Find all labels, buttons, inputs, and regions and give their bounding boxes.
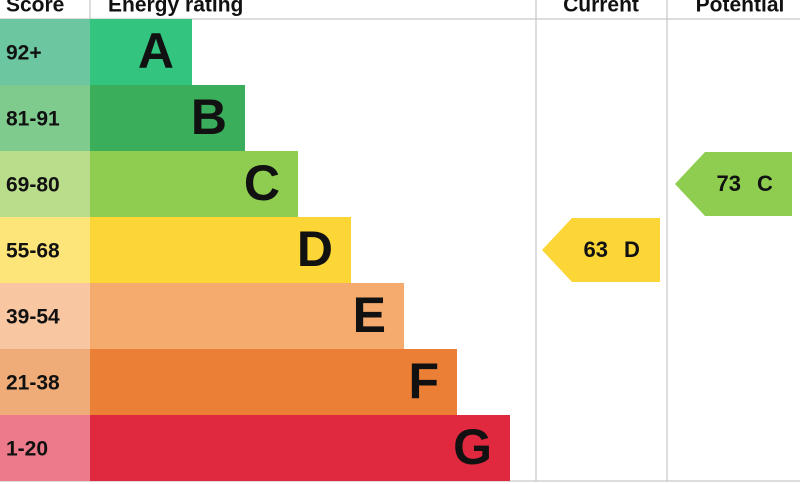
score-cell bbox=[0, 217, 90, 283]
current-arrow bbox=[542, 218, 660, 282]
score-label: 69-80 bbox=[6, 174, 60, 197]
score-cell bbox=[0, 283, 90, 349]
band-letter: C bbox=[244, 155, 280, 211]
band-letter: D bbox=[297, 221, 333, 277]
score-cell bbox=[0, 85, 90, 151]
band-letter: G bbox=[453, 419, 492, 475]
band-bar bbox=[90, 19, 192, 85]
potential-value: 73 bbox=[717, 171, 741, 196]
current-value: 63 bbox=[584, 237, 608, 262]
band-bar bbox=[90, 217, 351, 283]
score-cell bbox=[0, 349, 90, 415]
score-label: 1-20 bbox=[6, 438, 48, 461]
score-label: 39-54 bbox=[6, 306, 60, 329]
score-label: 21-38 bbox=[6, 372, 60, 395]
potential-band: C bbox=[757, 171, 773, 196]
score-label: 55-68 bbox=[6, 240, 60, 263]
band-letter: A bbox=[138, 23, 174, 79]
band-letter: E bbox=[353, 287, 386, 343]
score-header: Score bbox=[6, 0, 64, 17]
band-bar bbox=[90, 151, 298, 217]
rating-header: Energy rating bbox=[108, 0, 243, 17]
current-header: Current bbox=[563, 0, 639, 17]
potential-header: Potential bbox=[696, 0, 785, 17]
band-bar bbox=[90, 415, 510, 481]
score-cell bbox=[0, 19, 90, 85]
score-label: 92+ bbox=[6, 42, 42, 65]
band-bar bbox=[90, 283, 404, 349]
score-cell bbox=[0, 415, 90, 481]
score-label: 81-91 bbox=[6, 108, 60, 131]
band-letter: B bbox=[191, 89, 227, 145]
band-bar bbox=[90, 349, 457, 415]
score-cell bbox=[0, 151, 90, 217]
band-letter: F bbox=[408, 353, 439, 409]
band-bar bbox=[90, 85, 245, 151]
current-band: D bbox=[624, 237, 640, 262]
potential-arrow bbox=[675, 152, 792, 216]
